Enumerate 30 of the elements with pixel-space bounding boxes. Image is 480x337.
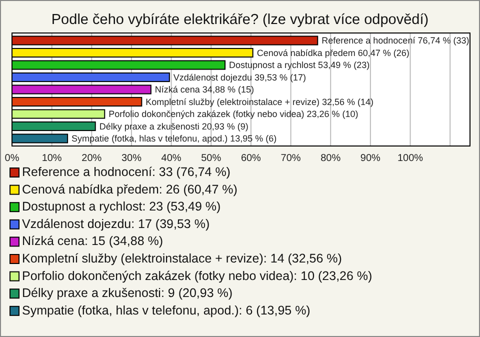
x-tick-label: 30% [121,153,142,164]
legend-label: Sympatie (fotka, hlas v telefonu, apod.): 6 (13,95 %) [22,303,310,318]
legend-label: Cenová nabídka předem: 26 (60,47 %) [22,182,238,196]
x-tick-label: 40% [161,153,182,164]
data-label: Vzdálenost dojezdu 39,53 % (17) [173,72,306,82]
chart-title: Podle čeho vybíráte elektrikáře? (lze vybrat více odpovědí) [51,12,429,28]
x-tick-label: 50% [201,153,222,164]
data-label: Délky praxe a zkušenosti 20,93 % (9) [99,121,248,132]
x-tick-label: 0% [4,153,20,164]
data-label: Porfolio dokončených zakázek (fotky nebo videa) 23,26 % (10) [108,109,358,120]
data-label: Dostupnost a rychlost 53,49 % (23) [229,60,370,70]
x-tick-label: 90% [360,153,381,164]
x-tick-label: 20% [82,153,102,164]
legend-label: Porfolio dokončených zakázek (fotky nebo videa): 10 (23,26 %) [22,268,372,283]
x-tick-label: 100% [397,153,424,164]
x-tick-label: 80% [320,153,341,164]
data-label: Sympatie (fotka, hlas v telefonu, apod.) 13,95 % (6) [72,134,277,144]
data-label: Kompletní služby (elektroinstalace + revize) 32,56 % (14) [146,96,374,107]
data-label: Cenová nabídka předem 60,47 % (26) [256,48,410,58]
legend-label: Délky praxe a zkušenosti: 9 (20,93 %) [22,286,233,300]
x-tick-label: 70% [280,153,301,164]
data-label: Reference a hodnocení 76,74 % (33) [322,36,470,46]
legend-label: Vzdálenost dojezdu: 17 (39,53 %) [22,216,210,231]
data-label: Nízká cena 34,88 % (15) [154,84,254,95]
legend-label: Reference a hodnocení: 33 (76,74 %) [22,165,230,179]
x-tick-label: 60% [240,153,262,164]
legend-label: Dostupnost a rychlost: 23 (53,49 %) [22,200,221,214]
x-tick-label: 10% [42,153,62,164]
legend-label: Kompletní služby (elektroinstalace + revize): 14 (32,56 %) [22,252,342,266]
legend-label: Nízká cena: 15 (34,88 %) [22,234,164,248]
